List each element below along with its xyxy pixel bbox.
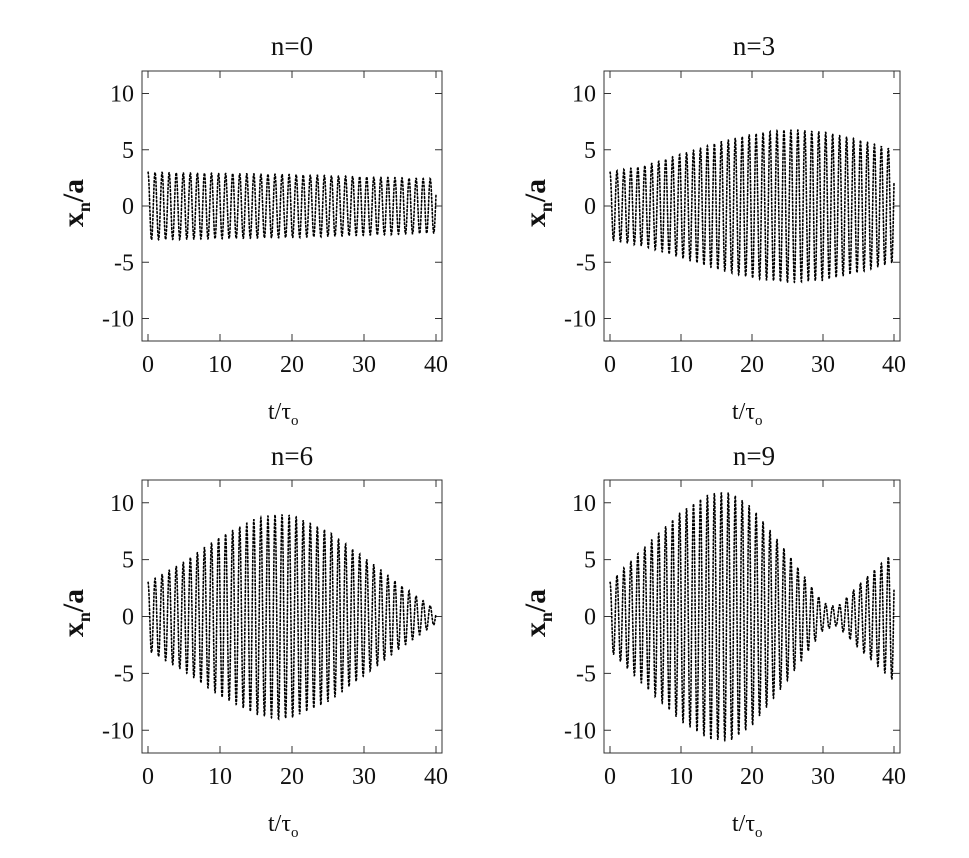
y-tick-label: 10 xyxy=(572,82,596,108)
x-tick-label: 40 xyxy=(882,764,906,790)
x-tick-label: 10 xyxy=(208,764,232,790)
y-tick-label: 5 xyxy=(584,548,596,574)
x-tick-label: 10 xyxy=(208,352,232,378)
x-axis-label-main: t/τ xyxy=(732,811,755,837)
y-tick-label: 5 xyxy=(584,138,596,164)
x-axis-label: t/τo xyxy=(268,812,298,841)
x-tick-label: 40 xyxy=(882,352,906,378)
x-axis-label-sub: o xyxy=(754,413,763,429)
y-tick-label: -10 xyxy=(564,307,596,333)
x-axis-label: t/τo xyxy=(732,400,762,429)
x-axis-label-main: t/τ xyxy=(268,811,291,837)
y-tick-label: 0 xyxy=(122,605,134,631)
oscillation-trace xyxy=(609,492,895,743)
data-series-dots xyxy=(147,171,437,242)
x-axis-label: t/τo xyxy=(268,400,298,429)
x-tick-label: 30 xyxy=(811,352,835,378)
x-axis-label: t/τo xyxy=(732,812,762,841)
x-axis-label-sub: o xyxy=(290,825,299,841)
data-series-dots xyxy=(609,128,895,284)
x-tick-label: 30 xyxy=(352,764,376,790)
y-tick-label: -10 xyxy=(102,307,134,333)
x-tick-label: 0 xyxy=(142,352,154,378)
x-tick-label: 0 xyxy=(604,764,616,790)
oscillation-trace xyxy=(609,128,895,284)
oscillation-trace xyxy=(147,513,437,721)
y-tick-label: 10 xyxy=(110,82,134,108)
chart-title: n=9 xyxy=(732,441,776,471)
y-tick-label: 5 xyxy=(122,138,134,164)
data-series-dots xyxy=(147,513,437,721)
chart-title: n=3 xyxy=(732,31,776,61)
y-tick-label: -10 xyxy=(564,718,596,744)
chart-title: n=0 xyxy=(270,31,314,61)
x-axis-label-main: t/τ xyxy=(732,399,755,425)
x-tick-label: 20 xyxy=(280,764,304,790)
x-tick-label: 40 xyxy=(424,352,448,378)
y-tick-label: -5 xyxy=(114,661,134,687)
x-tick-label: 0 xyxy=(142,764,154,790)
y-tick-label: 0 xyxy=(584,605,596,631)
y-tick-label: 5 xyxy=(122,548,134,574)
y-tick-label: -5 xyxy=(576,661,596,687)
x-tick-label: 0 xyxy=(604,352,616,378)
x-axis-label-main: t/τ xyxy=(268,399,291,425)
y-tick-label: -5 xyxy=(576,250,596,276)
y-tick-label: 0 xyxy=(122,194,134,220)
y-tick-label: -10 xyxy=(102,718,134,744)
x-tick-label: 20 xyxy=(280,352,304,378)
oscillation-trace xyxy=(147,171,437,242)
chart-title: n=6 xyxy=(270,441,314,471)
x-axis-label-sub: o xyxy=(754,825,763,841)
x-axis-label-sub: o xyxy=(290,413,299,429)
y-tick-label: 0 xyxy=(584,194,596,220)
y-tick-label: -5 xyxy=(114,250,134,276)
x-tick-label: 20 xyxy=(740,352,764,378)
data-series-dots xyxy=(609,492,895,743)
x-tick-label: 10 xyxy=(669,764,693,790)
x-tick-label: 30 xyxy=(811,764,835,790)
x-tick-label: 40 xyxy=(424,764,448,790)
y-tick-label: 10 xyxy=(110,491,134,517)
x-tick-label: 10 xyxy=(669,352,693,378)
x-tick-label: 30 xyxy=(352,352,376,378)
x-tick-label: 20 xyxy=(740,764,764,790)
y-tick-label: 10 xyxy=(572,491,596,517)
